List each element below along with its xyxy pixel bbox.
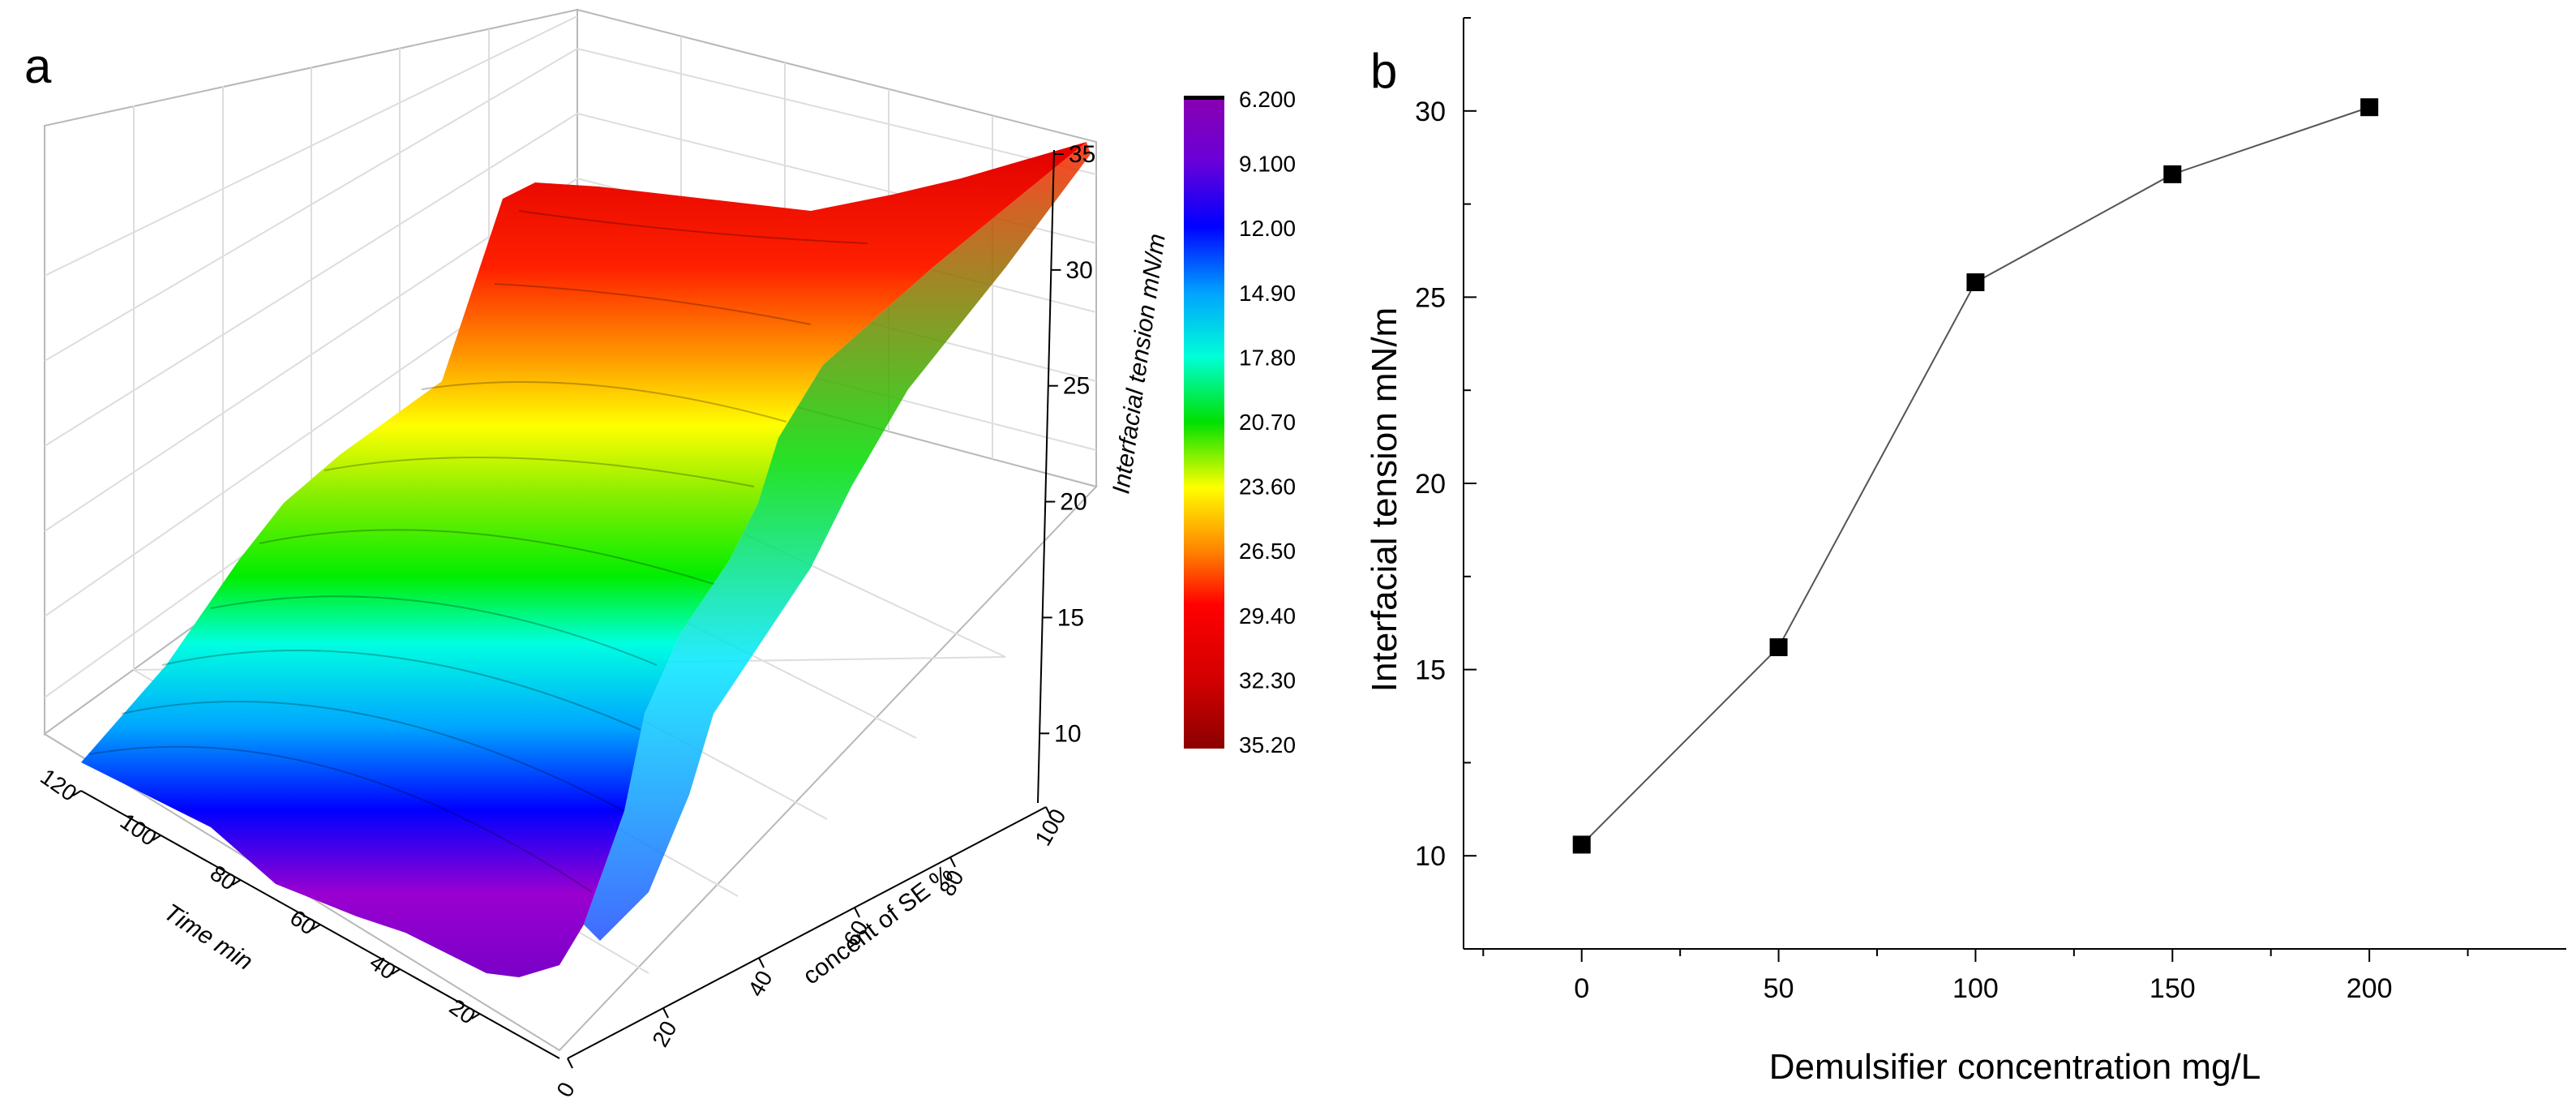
time-axis-label: Time min <box>159 899 257 976</box>
x-tick-label: 200 <box>2347 973 2393 1004</box>
colorbar-label: 35.20 <box>1239 732 1296 758</box>
se-tick-mark <box>949 856 956 868</box>
panel-b: b 10 15 20 25 30 0 50 100 150 200 Demulsifier con… <box>1365 17 2566 1087</box>
se-tick-mark <box>662 1007 669 1019</box>
data-point-marker <box>1572 835 1591 854</box>
se-tick-mark <box>758 957 765 968</box>
data-point-marker <box>2163 165 2182 183</box>
colorbar-labels: 6.200 9.100 12.00 14.90 17.80 20.70 23.60 26.50… <box>1239 87 1296 758</box>
x-tick-label: 50 <box>1764 973 1794 1004</box>
surface-top-face <box>81 142 1087 977</box>
surface <box>81 142 1091 977</box>
se-tick-mark <box>1045 806 1052 818</box>
y-tick-label: 20 <box>1415 469 1446 500</box>
colorbar-label: 6.200 <box>1239 87 1296 112</box>
time-tick-mark <box>471 1013 481 1019</box>
time-tick-mark <box>391 968 401 975</box>
time-tick-label: 20 <box>445 994 480 1029</box>
colorbar-label: 32.30 <box>1239 667 1296 693</box>
time-tick-label: 40 <box>365 950 400 985</box>
z-tick-labels: 10 15 20 25 30 35 <box>1039 141 1095 747</box>
z-tick-label: 20 <box>1060 489 1087 516</box>
se-tick-mark <box>854 907 860 918</box>
colorbar-gradient-rect <box>1184 96 1224 749</box>
line-chart: 10 15 20 25 30 0 50 100 150 200 <box>1415 17 2566 1004</box>
z-axis-label: Interfacial tension mN/m <box>1108 232 1171 496</box>
time-tick-mark <box>72 790 82 796</box>
colorbar-top-band <box>1184 96 1224 100</box>
colorbar-label: 29.40 <box>1239 603 1296 629</box>
panel-a: a <box>24 8 1296 1101</box>
colorbar-label: 26.50 <box>1239 539 1296 564</box>
y-axis-label: Interfacial tension mN/m <box>1365 307 1404 692</box>
colorbar-label: 20.70 <box>1239 410 1296 435</box>
time-tick-mark <box>311 924 321 930</box>
colorbar-label: 12.00 <box>1239 216 1296 241</box>
se-tick-label: 40 <box>743 967 777 1001</box>
surface-side-face <box>584 142 1091 941</box>
y-tick-label: 30 <box>1415 97 1446 127</box>
se-tick-label: 20 <box>647 1017 681 1051</box>
time-tick-mark <box>232 879 242 886</box>
z-tick-label: 10 <box>1054 720 1081 747</box>
colorbar-label: 14.90 <box>1239 281 1296 306</box>
colorbar-label: 9.100 <box>1239 152 1296 177</box>
y-tick-label: 25 <box>1415 282 1446 313</box>
data-point-marker <box>1769 638 1788 657</box>
x-tick-label: 0 <box>1574 973 1589 1004</box>
time-tick-label: 60 <box>285 905 320 940</box>
z-tick-label: 15 <box>1057 604 1084 631</box>
colorbar-label: 23.60 <box>1239 474 1296 500</box>
series-line <box>1581 106 2370 846</box>
panel-a-label: a <box>24 39 52 93</box>
data-point-marker <box>1966 273 1985 292</box>
time-tick-mark <box>152 835 161 841</box>
time-tick-label: 120 <box>36 764 81 806</box>
z-tick-label: 25 <box>1063 373 1090 400</box>
y-tick-label: 15 <box>1415 655 1446 686</box>
se-tick-label: 0 <box>551 1078 580 1101</box>
colorbar-label: 17.80 <box>1239 345 1296 370</box>
colorbar: 6.200 9.100 12.00 14.90 17.80 20.70 23.60 26.50… <box>1184 87 1296 758</box>
y-tick-label: 10 <box>1415 841 1446 872</box>
x-tick-label: 100 <box>1952 973 1999 1004</box>
data-point-marker <box>2360 98 2379 117</box>
time-tick-label: 80 <box>206 861 241 895</box>
z-tick-label: 30 <box>1065 257 1092 284</box>
x-tick-label: 150 <box>2150 973 2196 1004</box>
x-axis-label: Demulsifier concentration mg/L <box>1769 1047 2261 1087</box>
se-tick-mark <box>567 1058 573 1069</box>
z-tick-label: 35 <box>1069 141 1095 168</box>
panel-b-label: b <box>1370 44 1397 98</box>
